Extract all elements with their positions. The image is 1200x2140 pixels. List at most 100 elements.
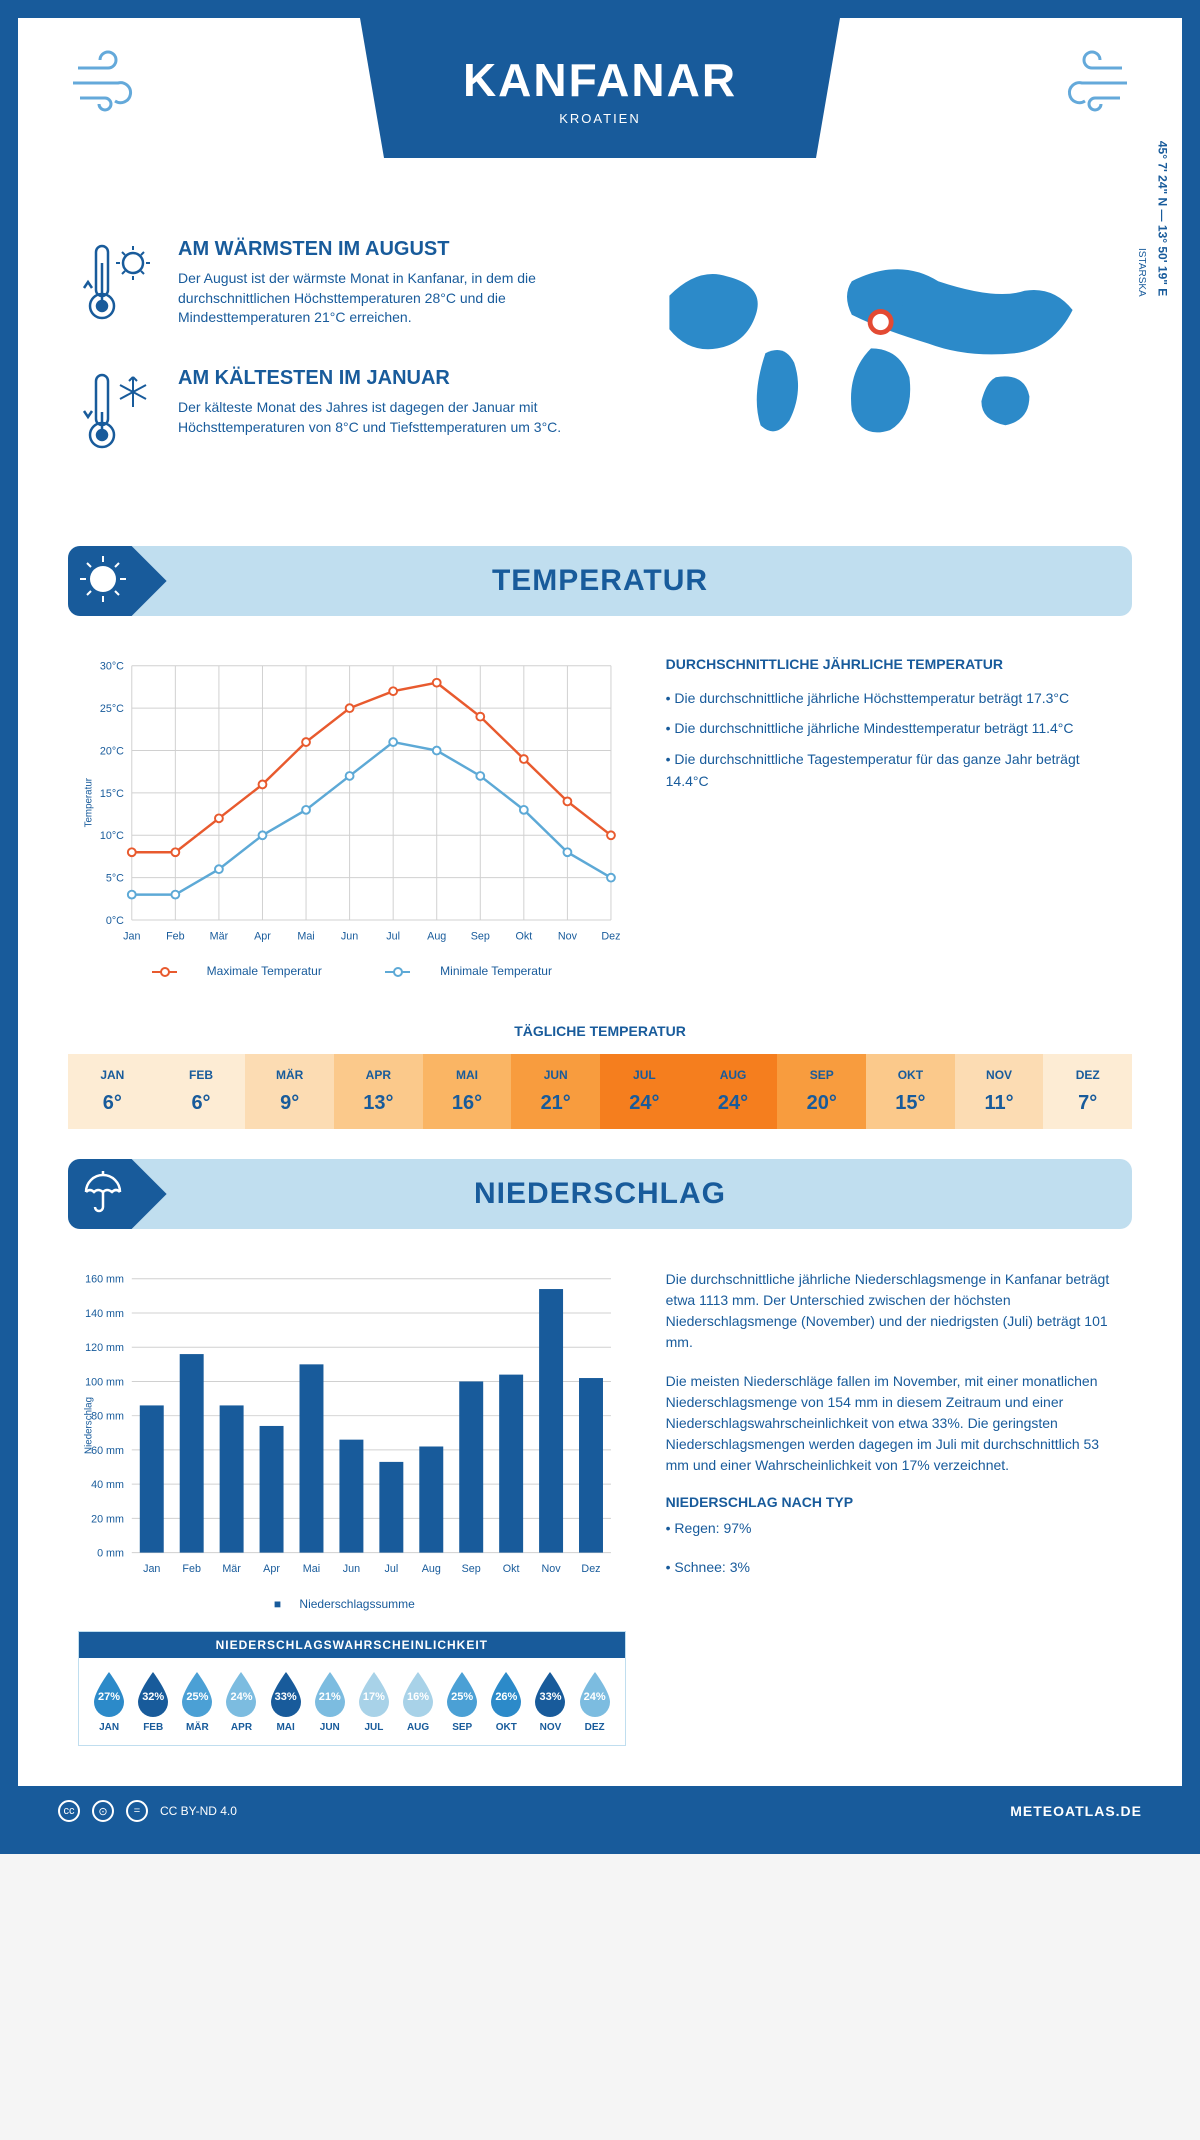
coordinates-label: 45° 7' 24" N — 13° 50' 19" E (1155, 141, 1169, 296)
svg-text:Sep: Sep (471, 931, 490, 943)
daily-temp-cell: JUL24° (600, 1054, 689, 1129)
daily-temp-cell: FEB6° (157, 1054, 246, 1129)
fact-cold-text: Der kälteste Monat des Jahres ist dagege… (178, 398, 580, 437)
svg-text:Jun: Jun (341, 931, 358, 943)
svg-text:160 mm: 160 mm (85, 1274, 124, 1286)
location-country: KROATIEN (360, 111, 840, 126)
daily-temp-cell: OKT15° (866, 1054, 955, 1129)
svg-text:Okt: Okt (503, 1564, 520, 1576)
temperature-chart-row: 0°C5°C10°C15°C20°C25°C30°CJanFebMärAprMa… (18, 636, 1182, 998)
svg-text:Mai: Mai (303, 1564, 320, 1576)
svg-text:0 mm: 0 mm (97, 1548, 124, 1560)
precip-prob-cell: 33% MAI (264, 1670, 308, 1733)
svg-text:15°C: 15°C (100, 788, 124, 800)
daily-temp-title: TÄGLICHE TEMPERATUR (18, 1023, 1182, 1039)
svg-text:Aug: Aug (422, 1564, 441, 1576)
svg-text:Dez: Dez (581, 1564, 600, 1576)
svg-text:Jul: Jul (384, 1564, 398, 1576)
precip-prob-cell: 24% DEZ (573, 1670, 617, 1733)
precip-type-item: • Regen: 97% (666, 1518, 1122, 1539)
svg-text:40 mm: 40 mm (91, 1479, 124, 1491)
legend-max: Maximale Temperatur (207, 964, 322, 978)
daily-temp-cell: APR13° (334, 1054, 423, 1129)
section-header-precip: NIEDERSCHLAG (68, 1159, 1132, 1229)
temp-bullet: • Die durchschnittliche Tagestemperatur … (666, 748, 1122, 793)
svg-text:25°C: 25°C (100, 703, 124, 715)
precip-prob-cell: 21% JUN (308, 1670, 352, 1733)
svg-text:120 mm: 120 mm (85, 1343, 124, 1355)
svg-text:Nov: Nov (542, 1564, 562, 1576)
section-title: NIEDERSCHLAG (68, 1177, 1132, 1211)
temp-summary: DURCHSCHNITTLICHE JÄHRLICHE TEMPERATUR •… (666, 656, 1122, 978)
precip-prob-cell: 27% JAN (87, 1670, 131, 1733)
cc-icon: cc (58, 1800, 80, 1822)
precip-probability-box: NIEDERSCHLAGSWAHRSCHEINLICHKEIT 27% JAN … (78, 1631, 626, 1746)
precip-prob-cell: 25% SEP (440, 1670, 484, 1733)
svg-text:Jun: Jun (343, 1564, 360, 1576)
precip-paragraph: Die meisten Niederschläge fallen im Nove… (666, 1371, 1122, 1476)
fact-warmest: AM WÄRMSTEN IM AUGUST Der August ist der… (78, 238, 580, 342)
wind-icon (1042, 48, 1132, 132)
svg-text:5°C: 5°C (106, 873, 124, 885)
fact-warm-text: Der August ist der wärmste Monat in Kanf… (178, 269, 580, 328)
thermometer-sun-icon (78, 238, 158, 342)
svg-text:Aug: Aug (427, 931, 446, 943)
precip-summary: Die durchschnittliche jährliche Niedersc… (666, 1269, 1122, 1746)
daily-temp-grid: JAN6°FEB6°MÄR9°APR13°MAI16°JUN21°JUL24°A… (68, 1054, 1132, 1129)
svg-text:Dez: Dez (601, 931, 620, 943)
temp-summary-title: DURCHSCHNITTLICHE JÄHRLICHE TEMPERATUR (666, 656, 1122, 672)
daily-temp-cell: MÄR9° (245, 1054, 334, 1129)
by-icon: ⊙ (92, 1800, 114, 1822)
daily-temp-cell: SEP20° (777, 1054, 866, 1129)
svg-text:Jan: Jan (143, 1564, 160, 1576)
precip-type-title: NIEDERSCHLAG NACH TYP (666, 1494, 1122, 1510)
temp-bullet: • Die durchschnittliche jährliche Höchst… (666, 687, 1122, 709)
svg-text:20°C: 20°C (100, 745, 124, 757)
precip-prob-cell: 25% MÄR (175, 1670, 219, 1733)
section-title: TEMPERATUR (68, 564, 1132, 598)
world-map-box: ISTARSKA 45° 7' 24" N — 13° 50' 19" E (620, 238, 1122, 496)
svg-text:10°C: 10°C (100, 830, 124, 842)
svg-text:140 mm: 140 mm (85, 1308, 124, 1320)
title-banner: KANFANAR KROATIEN (360, 18, 840, 158)
thermometer-snow-icon (78, 367, 158, 471)
site-name: METEOATLAS.DE (1010, 1803, 1142, 1819)
temp-legend: Maximale Temperatur Minimale Temperatur (78, 964, 626, 978)
precip-prob-cell: 32% FEB (131, 1670, 175, 1733)
footer: cc ⊙ = CC BY-ND 4.0 METEOATLAS.DE (18, 1786, 1182, 1836)
nd-icon: = (126, 1800, 148, 1822)
precip-prob-cell: 24% APR (219, 1670, 263, 1733)
svg-text:30°C: 30°C (100, 661, 124, 673)
svg-text:Mär: Mär (210, 931, 229, 943)
sun-icon (78, 554, 128, 614)
svg-text:60 mm: 60 mm (91, 1445, 124, 1457)
svg-text:Okt: Okt (515, 931, 532, 943)
umbrella-icon (78, 1167, 128, 1227)
fact-warm-title: AM WÄRMSTEN IM AUGUST (178, 238, 580, 261)
svg-text:Jul: Jul (386, 931, 400, 943)
legend-precip: Niederschlagssumme (299, 1597, 414, 1611)
fact-cold-title: AM KÄLTESTEN IM JANUAR (178, 367, 580, 390)
svg-text:Apr: Apr (263, 1564, 280, 1576)
header: KANFANAR KROATIEN (18, 18, 1182, 218)
svg-text:80 mm: 80 mm (91, 1411, 124, 1423)
world-map (620, 238, 1122, 478)
svg-text:Nov: Nov (558, 931, 578, 943)
svg-text:Temperatur: Temperatur (84, 777, 95, 827)
svg-text:Feb: Feb (166, 931, 185, 943)
section-header-temperature: TEMPERATUR (68, 546, 1132, 616)
daily-temp-cell: JAN6° (68, 1054, 157, 1129)
license-text: CC BY-ND 4.0 (160, 1804, 237, 1818)
facts-column: AM WÄRMSTEN IM AUGUST Der August ist der… (78, 238, 580, 496)
temp-bullet: • Die durchschnittliche jährliche Mindes… (666, 717, 1122, 739)
precip-prob-cell: 17% JUL (352, 1670, 396, 1733)
temperature-line-chart: 0°C5°C10°C15°C20°C25°C30°CJanFebMärAprMa… (78, 656, 626, 949)
intro-row: AM WÄRMSTEN IM AUGUST Der August ist der… (18, 218, 1182, 526)
daily-temp-cell: AUG24° (689, 1054, 778, 1129)
precip-chart-row: 0 mm20 mm40 mm60 mm80 mm100 mm120 mm140 … (18, 1249, 1182, 1766)
precip-legend: ■ Niederschlagssumme (78, 1597, 626, 1611)
daily-temp-cell: NOV11° (955, 1054, 1044, 1129)
daily-temp-cell: MAI16° (423, 1054, 512, 1129)
svg-text:Mai: Mai (297, 931, 314, 943)
svg-text:Mär: Mär (222, 1564, 241, 1576)
